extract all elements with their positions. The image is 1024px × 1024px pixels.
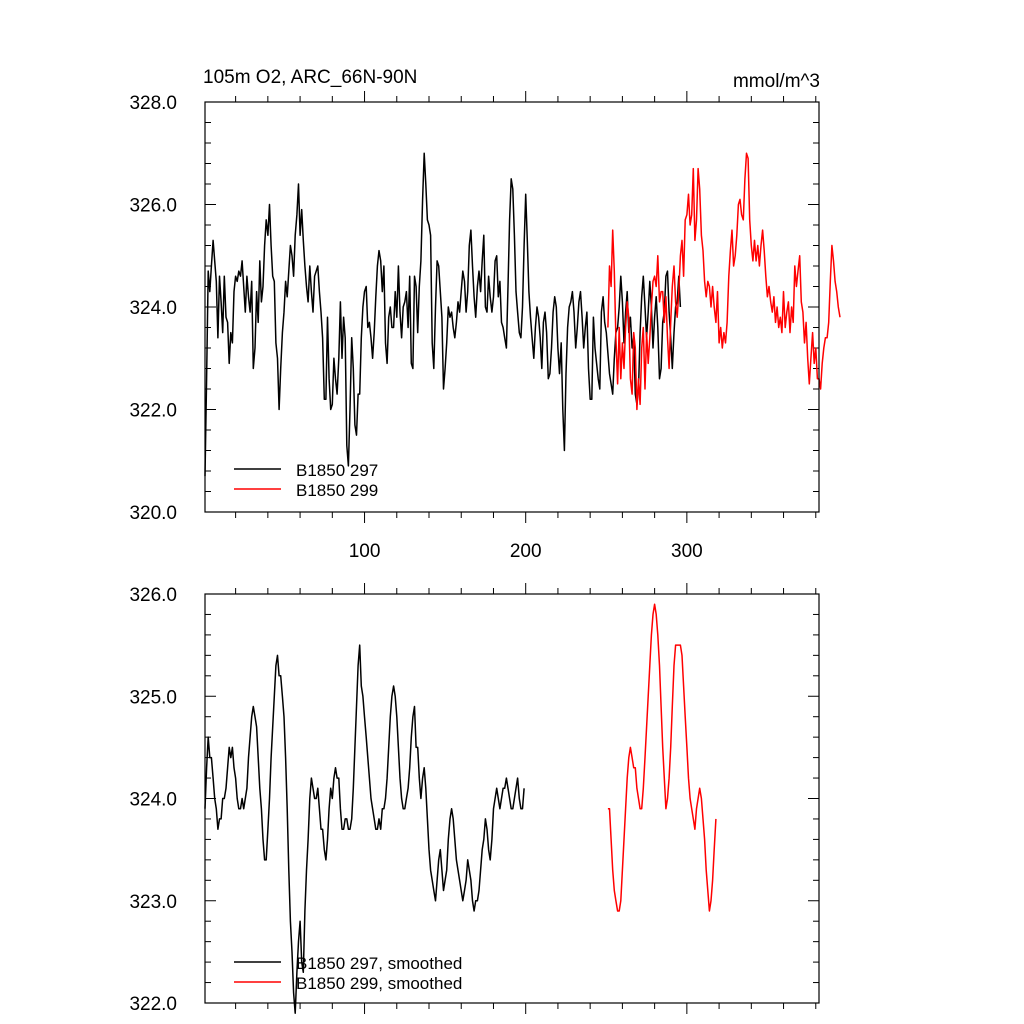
y-tick-label: 322.0 — [129, 994, 177, 1015]
top-panel-units: mmol/m^3 — [733, 71, 820, 92]
y-tick-label: 325.0 — [129, 687, 177, 708]
top-panel-legend: B1850 297 B1850 299 — [234, 461, 378, 500]
bottom-panel-frame — [204, 593, 820, 1004]
x-tick-label: 100 — [349, 541, 381, 562]
smoothed-line-b1850-299 — [607, 603, 717, 912]
top-panel-frame — [204, 101, 820, 513]
y-tick-label: 323.0 — [129, 892, 177, 913]
series-line-b1850-299 — [607, 152, 841, 411]
legend-label-b1850-297: B1850 297 — [296, 461, 378, 480]
y-tick-label: 322.0 — [129, 401, 177, 422]
y-tick-label: 320.0 — [129, 503, 177, 524]
bottom-panel-ticks: 322.0 323.0 324.0 325.0 326.0 — [129, 583, 819, 1015]
y-tick-label: 326.0 — [129, 585, 177, 606]
y-tick-label: 324.0 — [129, 298, 177, 319]
top-panel-ticks: 320.0 322.0 324.0 326.0 328.0 100 200 300 — [129, 91, 819, 562]
bottom-panel-legend: B1850 297, smoothed B1850 299, smoothed — [234, 954, 462, 993]
legend-label-b1850-299-smoothed: B1850 299, smoothed — [296, 974, 462, 993]
legend-label-b1850-297-smoothed: B1850 297, smoothed — [296, 954, 462, 973]
x-tick-label: 300 — [671, 541, 703, 562]
y-tick-label: 328.0 — [129, 93, 177, 114]
y-tick-label: 324.0 — [129, 790, 177, 811]
x-tick-label: 200 — [510, 541, 542, 562]
series-line-b1850-297 — [204, 152, 682, 477]
smoothed-line-b1850-297 — [204, 644, 525, 1014]
bottom-panel-series — [204, 603, 717, 1014]
top-panel: 105m O2, ARC_66N-90N mmol/m^3 320.0 322.0… — [129, 67, 841, 562]
top-panel-title: 105m O2, ARC_66N-90N — [203, 67, 417, 88]
bottom-panel: 322.0 323.0 324.0 325.0 326.0 B1850 297, smo… — [129, 583, 820, 1015]
top-panel-series — [204, 152, 841, 477]
y-tick-label: 326.0 — [129, 196, 177, 217]
legend-label-b1850-299: B1850 299 — [296, 481, 378, 500]
